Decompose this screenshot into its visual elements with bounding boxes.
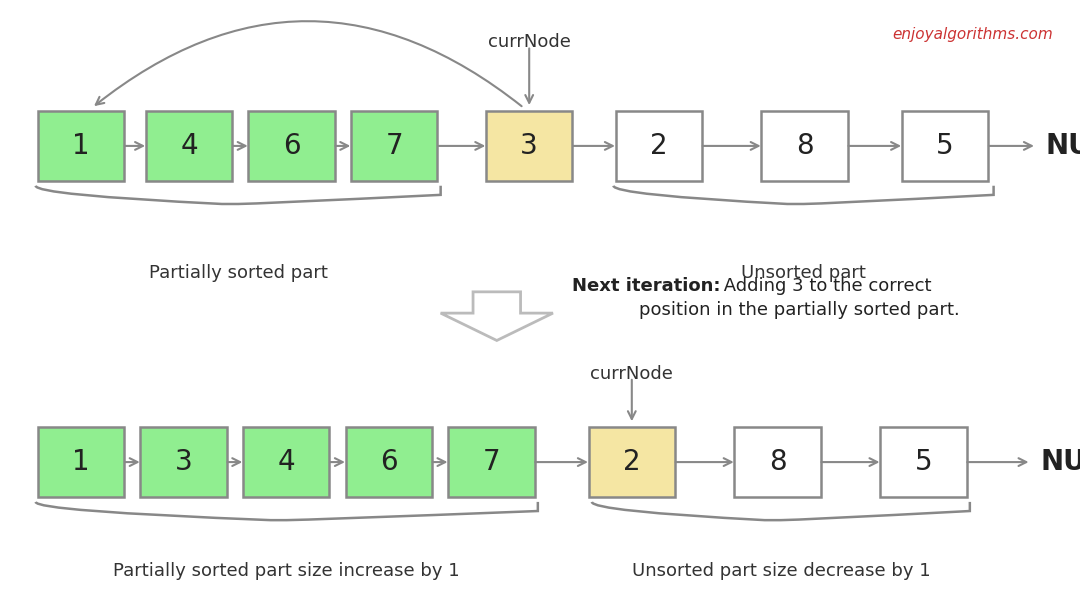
Text: Unsorted part size decrease by 1: Unsorted part size decrease by 1 — [632, 562, 930, 581]
FancyBboxPatch shape — [902, 111, 988, 181]
Text: 3: 3 — [175, 448, 192, 476]
Text: 5: 5 — [936, 132, 954, 160]
Text: currNode: currNode — [591, 365, 673, 383]
FancyBboxPatch shape — [734, 427, 821, 497]
Text: 2: 2 — [623, 448, 640, 476]
Text: Unsorted part: Unsorted part — [741, 264, 866, 283]
FancyBboxPatch shape — [248, 111, 335, 181]
FancyBboxPatch shape — [880, 427, 967, 497]
FancyBboxPatch shape — [616, 111, 702, 181]
Text: 4: 4 — [278, 448, 295, 476]
FancyBboxPatch shape — [346, 427, 432, 497]
Text: 4: 4 — [180, 132, 198, 160]
FancyBboxPatch shape — [589, 427, 675, 497]
Text: 1: 1 — [72, 448, 90, 476]
Text: 8: 8 — [796, 132, 813, 160]
Text: 6: 6 — [283, 132, 300, 160]
FancyBboxPatch shape — [38, 111, 124, 181]
Text: Next iteration:: Next iteration: — [572, 277, 721, 295]
Text: 1: 1 — [72, 132, 90, 160]
FancyBboxPatch shape — [140, 427, 227, 497]
Text: Partially sorted part size increase by 1: Partially sorted part size increase by 1 — [113, 562, 460, 581]
Text: 3: 3 — [521, 132, 538, 160]
FancyBboxPatch shape — [761, 111, 848, 181]
FancyBboxPatch shape — [486, 111, 572, 181]
FancyBboxPatch shape — [146, 111, 232, 181]
Text: 6: 6 — [380, 448, 397, 476]
Text: enjoyalgorithms.com: enjoyalgorithms.com — [892, 27, 1053, 43]
FancyBboxPatch shape — [38, 427, 124, 497]
Text: 7: 7 — [483, 448, 500, 476]
Text: Adding 3 to the correct: Adding 3 to the correct — [718, 277, 932, 295]
Text: 7: 7 — [386, 132, 403, 160]
Text: 5: 5 — [915, 448, 932, 476]
Text: Partially sorted part: Partially sorted part — [149, 264, 327, 283]
Text: NULL: NULL — [1045, 132, 1080, 160]
FancyBboxPatch shape — [351, 111, 437, 181]
FancyBboxPatch shape — [448, 427, 535, 497]
Text: 2: 2 — [650, 132, 667, 160]
PathPatch shape — [441, 292, 553, 340]
Text: currNode: currNode — [488, 33, 570, 52]
Text: 8: 8 — [769, 448, 786, 476]
FancyBboxPatch shape — [243, 427, 329, 497]
Text: NULL: NULL — [1040, 448, 1080, 476]
Text: position in the partially sorted part.: position in the partially sorted part. — [639, 301, 959, 319]
